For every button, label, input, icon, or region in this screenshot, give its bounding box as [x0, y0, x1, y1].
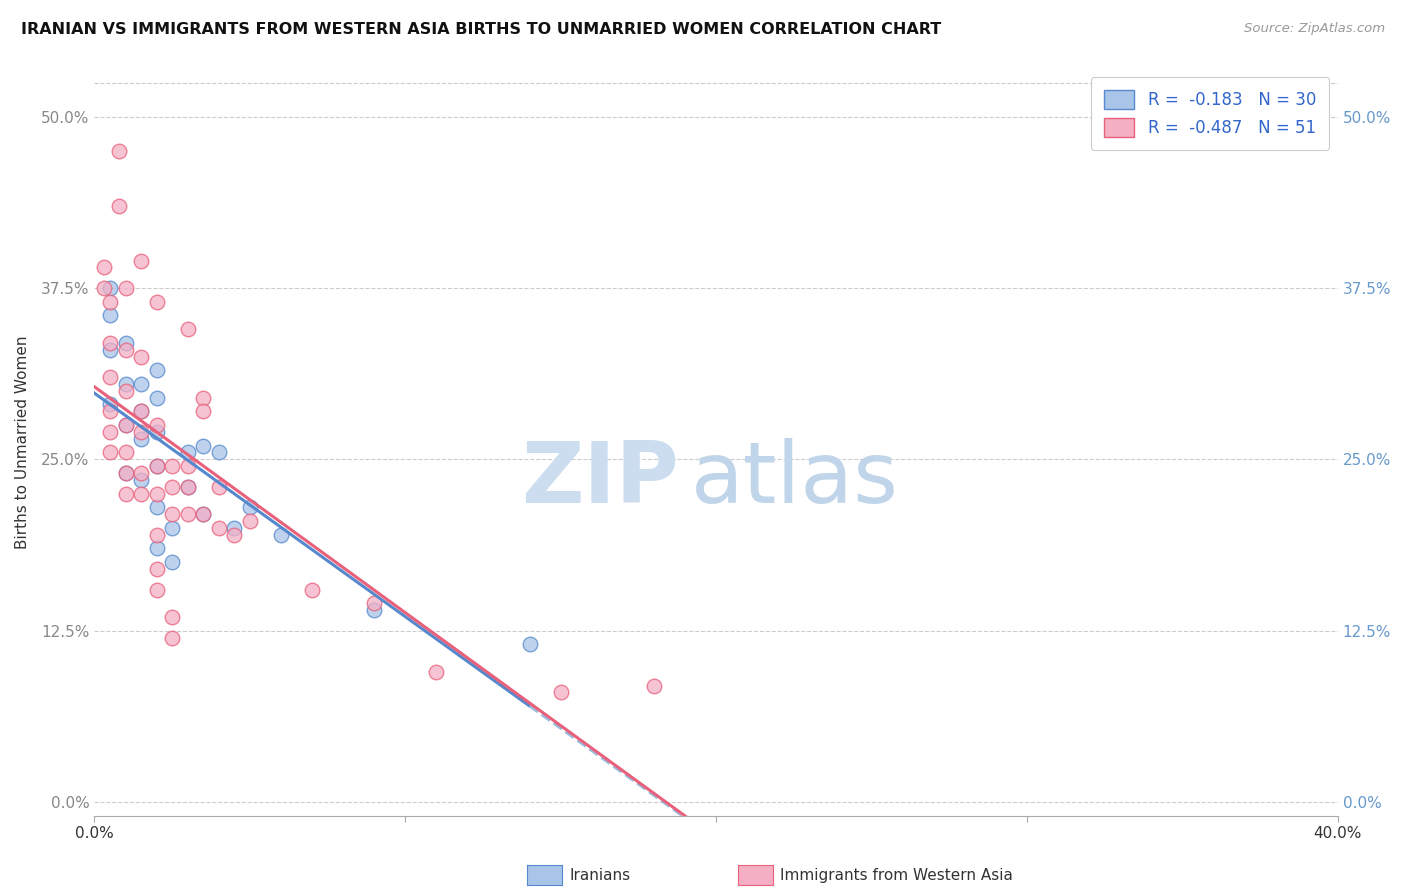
- Point: [519, 638, 541, 652]
- Point: [114, 486, 136, 500]
- Text: atlas: atlas: [692, 438, 900, 521]
- Point: [114, 418, 136, 433]
- Point: [363, 596, 385, 610]
- Point: [114, 445, 136, 459]
- Point: [98, 404, 121, 418]
- Point: [193, 391, 215, 405]
- Text: ZIP: ZIP: [522, 438, 679, 521]
- Point: [177, 459, 200, 474]
- Point: [114, 281, 136, 295]
- Point: [193, 507, 215, 521]
- Point: [425, 665, 447, 679]
- Point: [93, 281, 115, 295]
- Point: [239, 500, 262, 515]
- Point: [145, 486, 167, 500]
- Point: [98, 335, 121, 350]
- Point: [98, 397, 121, 411]
- Point: [129, 473, 152, 487]
- Point: [193, 439, 215, 453]
- Point: [114, 466, 136, 480]
- Point: [108, 199, 131, 213]
- Point: [93, 260, 115, 275]
- Point: [160, 459, 183, 474]
- Point: [270, 528, 292, 542]
- Point: [224, 521, 246, 535]
- Point: [129, 404, 152, 418]
- Point: [177, 480, 200, 494]
- Point: [145, 425, 167, 439]
- Point: [114, 466, 136, 480]
- Text: Immigrants from Western Asia: Immigrants from Western Asia: [780, 869, 1014, 883]
- Point: [208, 521, 231, 535]
- Point: [239, 514, 262, 528]
- Point: [145, 294, 167, 309]
- Point: [193, 404, 215, 418]
- Text: Source: ZipAtlas.com: Source: ZipAtlas.com: [1244, 22, 1385, 36]
- Point: [160, 480, 183, 494]
- Point: [145, 582, 167, 597]
- Point: [114, 418, 136, 433]
- Point: [129, 425, 152, 439]
- Point: [160, 610, 183, 624]
- Point: [145, 528, 167, 542]
- Point: [108, 144, 131, 158]
- Point: [160, 521, 183, 535]
- Y-axis label: Births to Unmarried Women: Births to Unmarried Women: [15, 335, 30, 549]
- Point: [224, 528, 246, 542]
- Point: [98, 370, 121, 384]
- Point: [129, 466, 152, 480]
- Point: [145, 459, 167, 474]
- Point: [129, 404, 152, 418]
- Text: Iranians: Iranians: [569, 869, 630, 883]
- Point: [114, 335, 136, 350]
- Point: [160, 555, 183, 569]
- Point: [98, 445, 121, 459]
- Point: [129, 432, 152, 446]
- Point: [145, 562, 167, 576]
- Point: [145, 541, 167, 556]
- Point: [129, 253, 152, 268]
- Point: [177, 480, 200, 494]
- Point: [160, 507, 183, 521]
- Point: [98, 294, 121, 309]
- Point: [129, 350, 152, 364]
- Point: [177, 507, 200, 521]
- Point: [114, 376, 136, 391]
- Point: [177, 445, 200, 459]
- Point: [129, 376, 152, 391]
- Point: [98, 281, 121, 295]
- Point: [145, 418, 167, 433]
- Point: [550, 685, 572, 699]
- Point: [145, 500, 167, 515]
- Point: [145, 459, 167, 474]
- Point: [98, 425, 121, 439]
- Point: [145, 363, 167, 377]
- Point: [145, 391, 167, 405]
- Point: [363, 603, 385, 617]
- Point: [177, 322, 200, 336]
- Point: [98, 343, 121, 357]
- Point: [129, 486, 152, 500]
- Point: [114, 343, 136, 357]
- Point: [208, 480, 231, 494]
- Point: [208, 445, 231, 459]
- Point: [301, 582, 323, 597]
- Point: [643, 679, 665, 693]
- Point: [98, 309, 121, 323]
- Point: [193, 507, 215, 521]
- Text: IRANIAN VS IMMIGRANTS FROM WESTERN ASIA BIRTHS TO UNMARRIED WOMEN CORRELATION CH: IRANIAN VS IMMIGRANTS FROM WESTERN ASIA …: [21, 22, 942, 37]
- Legend: R =  -0.183   N = 30, R =  -0.487   N = 51: R = -0.183 N = 30, R = -0.487 N = 51: [1091, 77, 1329, 151]
- Point: [114, 384, 136, 398]
- Point: [160, 631, 183, 645]
